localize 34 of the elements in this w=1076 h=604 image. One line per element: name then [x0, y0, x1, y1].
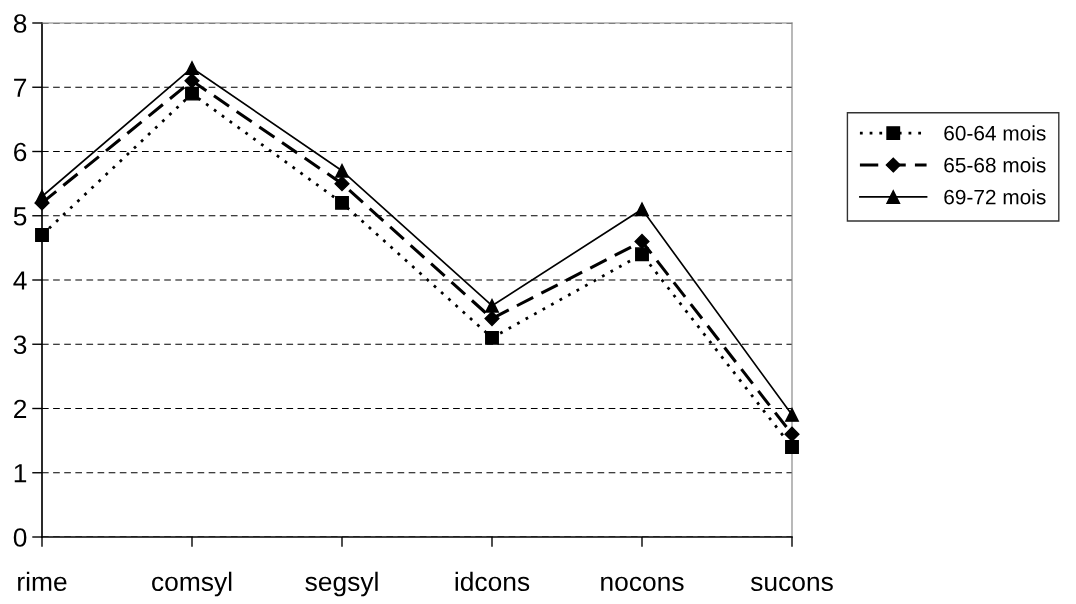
- y-tick-label: 3: [13, 335, 27, 355]
- point: [335, 195, 349, 210]
- x-tick-label: idcons: [455, 571, 530, 592]
- y-tick-label: 6: [14, 142, 27, 162]
- point: [184, 73, 200, 89]
- legend-label: 65-68 mois: [944, 157, 1046, 173]
- x-tick-label: sucons: [750, 576, 833, 592]
- point: [185, 61, 199, 75]
- x-tick-label: nocons: [601, 576, 684, 592]
- point: [784, 426, 800, 442]
- point: [484, 310, 500, 327]
- y-tick-label: 2: [14, 399, 27, 419]
- point: [785, 407, 799, 422]
- y-tick-label: 0: [13, 528, 27, 547]
- point: [634, 233, 650, 250]
- legend-label: 60-64 mois: [944, 125, 1046, 141]
- y-tick-label: 4: [13, 271, 27, 290]
- point: [35, 228, 49, 242]
- x-tick-label: comsyl: [152, 571, 232, 597]
- point: [785, 440, 799, 454]
- y-tick-label: 7: [14, 78, 27, 97]
- legend-label: 69-72 mois: [944, 189, 1046, 205]
- y-tick-label: 8: [13, 14, 27, 33]
- y-tick-label: 5: [13, 207, 27, 226]
- point: [635, 247, 649, 262]
- point: [485, 330, 499, 345]
- point: [335, 163, 349, 178]
- point: [334, 176, 350, 192]
- point: [635, 202, 649, 217]
- point: [485, 298, 499, 313]
- x-tick-label: segsyl: [305, 571, 378, 597]
- point: [185, 86, 199, 101]
- y-tick-label: 1: [14, 464, 27, 483]
- x-tick-label: rime: [18, 571, 67, 592]
